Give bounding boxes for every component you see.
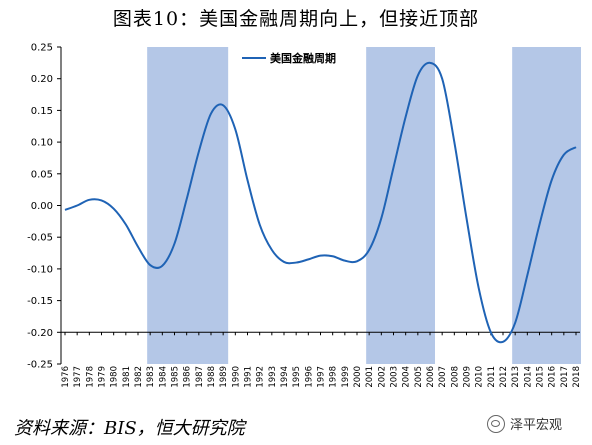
y-tick-label: -0.10 [27, 264, 53, 275]
y-tick-label: 0.20 [31, 74, 53, 85]
shaded-region-1 [147, 47, 229, 364]
y-tick-label: -0.25 [27, 360, 53, 371]
x-tick-label: 1978 [85, 366, 95, 388]
x-tick-label: 1994 [280, 366, 290, 388]
x-tick-label: 2013 [511, 366, 521, 388]
x-tick-label: 1983 [146, 366, 156, 388]
x-tick-label: 1992 [256, 366, 266, 388]
x-tick-label: 1977 [73, 366, 83, 388]
x-tick-label: 1982 [134, 366, 144, 388]
source-note: 资料来源：BIS，恒大研究院 [14, 418, 245, 439]
x-tick-label: 1985 [171, 366, 181, 388]
x-tick-label: 2016 [548, 366, 558, 388]
y-tick-label: 0.00 [31, 201, 53, 212]
y-tick-label: 0.10 [31, 138, 53, 149]
x-tick-label: 1998 [329, 366, 339, 388]
chart-legend: 美国金融周期 [242, 51, 336, 65]
x-tick-label: 1989 [219, 366, 229, 388]
x-tick-label: 2008 [450, 366, 460, 388]
x-tick-label: 1990 [231, 366, 241, 388]
x-tick-label: 1976 [61, 366, 71, 388]
y-tick-label: 0.05 [31, 169, 53, 180]
x-tick-label: 1980 [110, 366, 120, 388]
x-tick-label: 2002 [377, 366, 387, 388]
y-tick-label: -0.05 [27, 233, 53, 244]
x-tick-label: 1997 [317, 366, 327, 388]
x-tick-label: 1981 [122, 366, 132, 388]
y-tick-labels: 0.25 0.20 0.15 0.10 0.05 0.00 -0.05 -0.10 -0.15 -… [27, 43, 61, 371]
series-lines [64, 61, 577, 344]
x-tick-label: 2005 [414, 366, 424, 388]
shaded-region-3 [512, 47, 581, 364]
y-tick-label: -0.15 [27, 296, 53, 307]
y-tick-label: 0.25 [31, 43, 53, 54]
x-tick-label: 1999 [341, 366, 351, 388]
x-tick-label: 1993 [268, 366, 278, 388]
chart-axes [60, 47, 580, 364]
x-tick-label: 1979 [98, 366, 108, 388]
x-tick-label: 2014 [523, 366, 533, 388]
x-tick-label: 2004 [402, 366, 412, 388]
legend-label: 美国金融周期 [270, 51, 336, 65]
x-tick-label: 1986 [183, 366, 193, 388]
shaded-region-2 [366, 47, 435, 364]
watermark: 泽平宏观 [486, 414, 562, 433]
x-tick-label: 1988 [207, 366, 217, 388]
x-tick-label: 2015 [536, 366, 546, 388]
x-tick-label: 1991 [244, 366, 254, 388]
series-line-1 [64, 61, 577, 344]
x-tick-label: 1987 [195, 366, 205, 388]
x-tick-label: 1995 [292, 366, 302, 388]
x-tick-label: 2001 [365, 366, 375, 388]
x-tick-label: 2010 [475, 366, 485, 388]
x-tick-label: 2017 [560, 366, 570, 388]
y-tick-label: 0.15 [31, 106, 53, 117]
watermark-label: 泽平宏观 [509, 418, 562, 433]
x-tick-label: 2007 [438, 366, 448, 388]
x-tick-label: 2012 [499, 366, 509, 388]
x-tick-labels: 1976 1977 1978 1979 1980 1981 1982 1983 1984 1985… [61, 332, 582, 388]
x-tick-label: 1996 [304, 366, 314, 388]
wechat-icon [486, 414, 505, 433]
x-tick-label: 2018 [572, 366, 582, 388]
y-tick-label: -0.20 [27, 328, 53, 339]
x-tick-label: 1984 [158, 366, 168, 388]
x-tick-label: 2009 [463, 366, 473, 388]
x-tick-label: 2003 [390, 366, 400, 388]
x-tick-label: 2011 [487, 366, 497, 388]
x-tick-label: 2000 [353, 366, 363, 388]
x-tick-label: 2006 [426, 366, 436, 388]
shaded-regions [147, 47, 581, 364]
chart-title: 图表10：美国金融周期向上，但接近顶部 [112, 8, 480, 30]
